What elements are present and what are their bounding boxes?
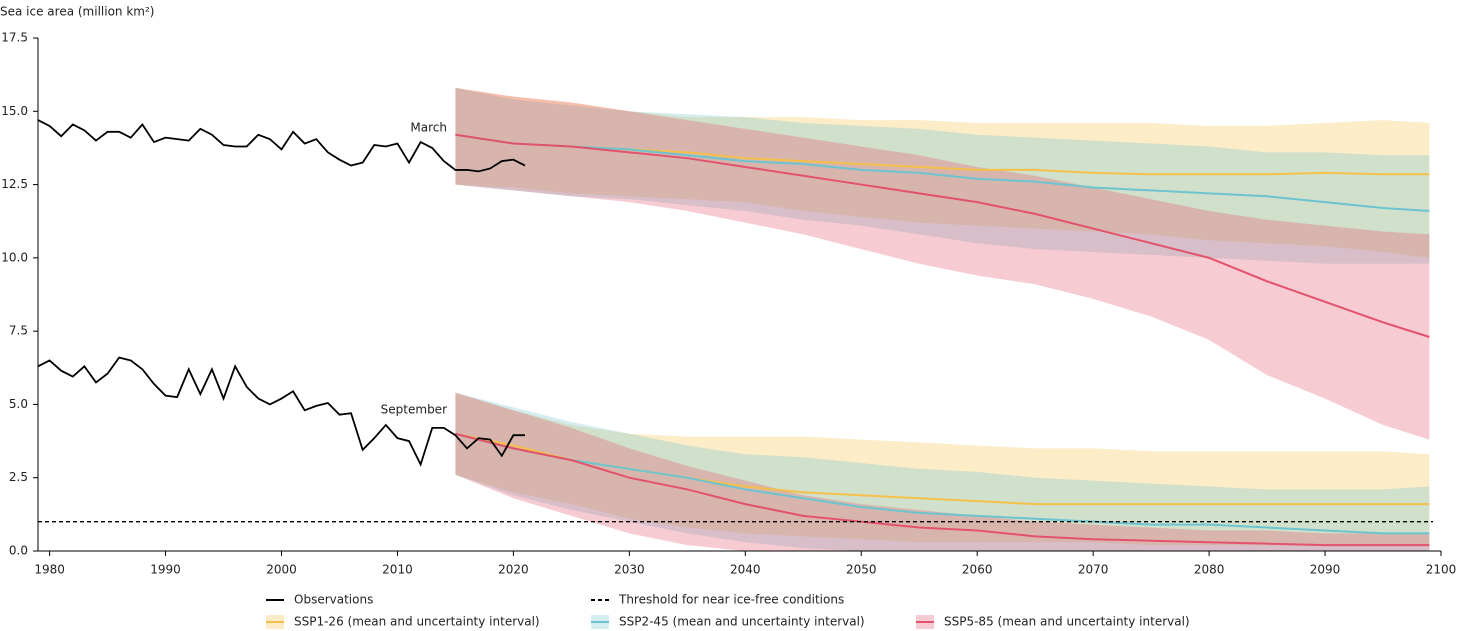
x-tick-label: 1980: [34, 563, 65, 577]
x-tick-label: 2000: [266, 563, 297, 577]
mean-line: [455, 432, 1430, 535]
annotation: September: [381, 403, 447, 417]
x-tick-label: 2090: [1310, 563, 1341, 577]
x-tick-label: 2020: [498, 563, 529, 577]
uncertainty-band: [455, 392, 1430, 551]
observation-line: [37, 356, 525, 467]
y-tick-label: 15.0: [1, 104, 28, 118]
y-tick-label: 2.5: [9, 470, 28, 484]
x-tick-label: 2040: [730, 563, 761, 577]
legend-label: SSP2-45 (mean and uncertainty interval): [619, 615, 865, 629]
x-tick-label: 2050: [846, 563, 877, 577]
legend-label: SSP1-26 (mean and uncertainty interval): [294, 615, 540, 629]
legend-label: Threshold for near ice-free conditions: [618, 593, 844, 607]
mean-line: [455, 133, 1430, 212]
mean-line: [455, 432, 1430, 547]
uncertainty-band: [455, 392, 1430, 546]
uncertainty-band: [455, 87, 1430, 258]
legend-label: SSP5-85 (mean and uncertainty interval): [944, 615, 1190, 629]
legend-label: Observations: [294, 593, 373, 607]
x-tick-label: 2060: [962, 563, 993, 577]
observation-line: [37, 119, 526, 173]
mean-line: [455, 133, 1430, 338]
x-tick-label: 2070: [1078, 563, 1109, 577]
y-tick-label: 0.0: [9, 544, 28, 558]
y-tick-label: 7.5: [9, 324, 28, 338]
x-tick-label: 2100: [1426, 563, 1457, 577]
y-tick-label: 10.0: [1, 250, 28, 264]
x-tick-label: 1990: [150, 563, 181, 577]
x-tick-label: 2030: [614, 563, 645, 577]
annotation: March: [410, 121, 447, 135]
y-tick-label: 5.0: [9, 397, 28, 411]
y-tick-label: 17.5: [1, 31, 28, 45]
uncertainty-band: [455, 87, 1430, 440]
y-axis-label: Sea ice area (million km²): [0, 5, 154, 19]
y-tick-label: 12.5: [1, 177, 28, 191]
x-tick-label: 2010: [382, 563, 413, 577]
x-tick-label: 2080: [1194, 563, 1225, 577]
uncertainty-band: [455, 392, 1430, 551]
